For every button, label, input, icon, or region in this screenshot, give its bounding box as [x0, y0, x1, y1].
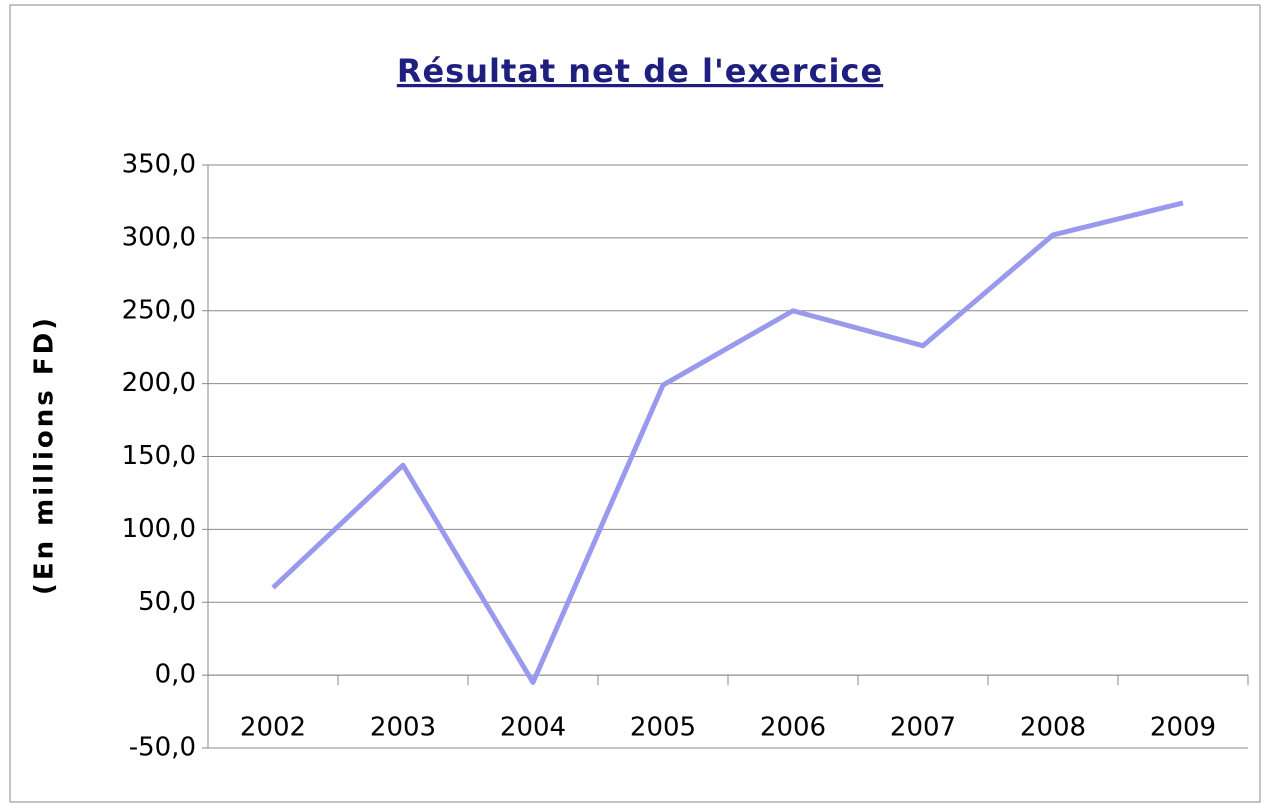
- x-tick-label: 2002: [240, 713, 306, 743]
- x-tick-label: 2005: [630, 713, 696, 743]
- x-tick-label: 2008: [1020, 713, 1086, 743]
- y-tick-label: 200,0: [122, 368, 196, 398]
- chart-border: [9, 4, 1261, 803]
- x-tick-label: 2007: [890, 713, 956, 743]
- y-tick-label: 150,0: [122, 441, 196, 471]
- y-axis-label: (En millions FD): [30, 315, 60, 595]
- y-tick-label: 0,0: [155, 660, 196, 690]
- x-tick-label: 2003: [370, 713, 436, 743]
- x-tick-label: 2004: [500, 713, 566, 743]
- x-tick-label: 2006: [760, 713, 826, 743]
- y-tick-label: 300,0: [122, 222, 196, 252]
- y-tick-label: 350,0: [122, 150, 196, 180]
- y-tick-label: 250,0: [122, 295, 196, 325]
- x-tick-label: 2009: [1150, 713, 1216, 743]
- y-tick-label: 100,0: [122, 514, 196, 544]
- chart-title: Résultat net de l'exercice: [397, 52, 883, 90]
- data-line: [271, 200, 1184, 685]
- y-tick-label: -50,0: [129, 733, 196, 763]
- y-tick-label: 50,0: [138, 587, 196, 617]
